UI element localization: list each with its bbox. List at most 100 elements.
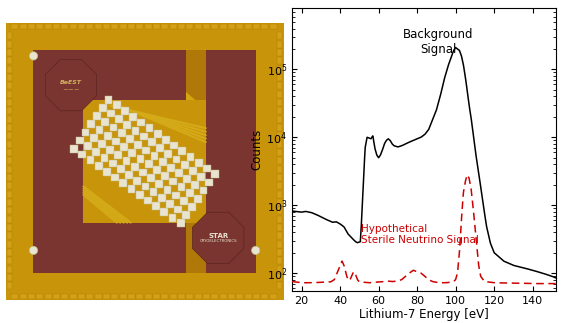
Bar	[177, 220, 184, 227]
Bar	[7, 132, 12, 139]
Bar	[7, 266, 12, 273]
Bar	[99, 104, 107, 112]
Bar	[206, 50, 256, 273]
Bar	[112, 138, 120, 145]
Bar	[277, 266, 282, 273]
Bar	[111, 173, 119, 181]
Circle shape	[29, 52, 37, 60]
Bar	[87, 120, 95, 128]
Bar	[86, 24, 93, 29]
Bar	[183, 211, 191, 219]
Bar	[277, 207, 282, 214]
Bar	[33, 50, 186, 100]
X-axis label: Lithium-7 Energy [eV]: Lithium-7 Energy [eV]	[359, 308, 489, 321]
Bar	[146, 124, 154, 132]
Bar	[277, 41, 282, 47]
Bar	[136, 24, 143, 29]
Bar	[11, 294, 18, 299]
Bar	[161, 172, 169, 180]
Bar	[105, 96, 112, 103]
Bar	[45, 294, 52, 299]
Bar	[145, 294, 151, 299]
Bar	[76, 137, 84, 144]
Bar	[195, 159, 202, 167]
Bar	[7, 224, 12, 231]
Bar	[45, 24, 52, 29]
Bar	[145, 24, 151, 29]
Bar	[84, 142, 92, 150]
Bar	[277, 91, 282, 98]
Bar	[277, 174, 282, 181]
Bar	[219, 294, 227, 299]
Bar	[277, 107, 282, 114]
Bar	[78, 24, 85, 29]
Bar	[7, 141, 12, 148]
Bar	[128, 185, 136, 193]
Bar	[167, 164, 175, 172]
Bar	[277, 32, 282, 39]
Bar	[153, 294, 160, 299]
Bar	[168, 214, 176, 222]
Bar	[61, 24, 68, 29]
Bar	[103, 168, 111, 176]
Bar	[103, 294, 110, 299]
Y-axis label: Counts: Counts	[251, 129, 264, 170]
Bar	[36, 24, 43, 29]
Bar	[78, 151, 86, 158]
Circle shape	[252, 246, 260, 255]
Bar	[7, 57, 12, 64]
Bar	[103, 24, 110, 29]
Polygon shape	[193, 212, 244, 264]
Bar	[7, 216, 12, 223]
Bar	[120, 143, 128, 151]
Bar	[175, 170, 183, 177]
Bar	[28, 24, 35, 29]
Bar	[211, 24, 218, 29]
Bar	[122, 157, 130, 165]
Bar	[101, 118, 109, 126]
Bar	[186, 24, 193, 29]
Bar	[186, 189, 193, 197]
Bar	[277, 232, 282, 239]
Bar	[7, 241, 12, 248]
Bar	[93, 112, 101, 120]
Bar	[186, 294, 193, 299]
Bar	[166, 200, 174, 208]
Bar	[120, 179, 127, 187]
Bar	[277, 249, 282, 256]
Bar	[277, 74, 282, 81]
Bar	[277, 57, 282, 64]
Bar	[70, 145, 78, 153]
Bar	[95, 162, 103, 170]
Bar	[173, 156, 180, 163]
Bar	[277, 99, 282, 106]
Bar	[277, 49, 282, 56]
Bar	[120, 294, 126, 299]
Bar	[192, 181, 199, 189]
Bar	[181, 161, 189, 169]
Bar	[129, 113, 137, 121]
Bar	[61, 294, 68, 299]
Bar	[7, 274, 12, 281]
Bar	[7, 157, 12, 164]
Bar	[128, 149, 136, 157]
Bar	[194, 24, 201, 29]
Bar	[131, 163, 139, 171]
Bar	[95, 24, 101, 29]
Bar	[142, 182, 149, 190]
Bar	[145, 161, 153, 168]
Bar	[7, 199, 12, 206]
Bar	[117, 165, 125, 173]
Bar	[277, 166, 282, 172]
Bar	[200, 187, 208, 194]
Bar	[82, 129, 90, 136]
Bar	[277, 132, 282, 139]
Bar	[277, 191, 282, 198]
Bar	[211, 170, 219, 178]
Text: CRYOELECTRONICS: CRYOELECTRONICS	[200, 239, 237, 243]
Text: STAR: STAR	[208, 233, 229, 239]
Bar	[83, 100, 206, 223]
Bar	[152, 202, 160, 210]
Bar	[104, 132, 112, 140]
Bar	[7, 257, 12, 264]
